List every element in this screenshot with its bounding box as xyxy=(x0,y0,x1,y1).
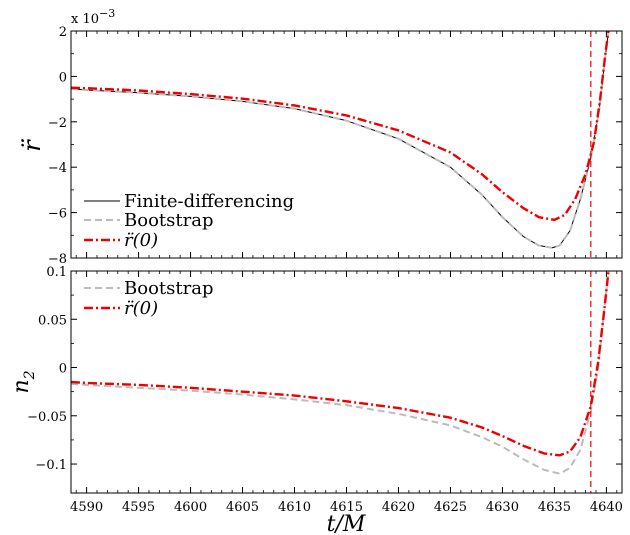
x-tick-label-9: 4635 xyxy=(538,500,571,515)
top-plot-frame xyxy=(70,30,623,259)
top-panel: 2 0 −2 −4 −6 −8 x 10−3 r̈ Finite-differencing… xyxy=(18,7,623,267)
legend-label-r0-bottom: r̈(0) xyxy=(124,298,158,319)
legend-label-bootstrap-bottom: Bootstrap xyxy=(124,278,213,299)
top-y-multiplier-exp: −3 xyxy=(99,7,115,20)
x-tick-label-8: 4630 xyxy=(486,500,519,515)
x-tick-label-1: 4595 xyxy=(122,500,155,515)
legend-label-r0-top: r̈(0) xyxy=(124,230,158,251)
bottom-y-axis-label-base: n xyxy=(9,379,34,393)
legend-label-finite-differencing: Finite-differencing xyxy=(124,191,294,212)
bottom-y-tick-label-0: 0.1 xyxy=(46,265,67,280)
top-y-tick-label-3: −4 xyxy=(48,161,67,176)
top-lines xyxy=(71,31,610,258)
legend-label-bootstrap-top: Bootstrap xyxy=(124,210,213,231)
bottom-series-line-1 xyxy=(71,271,610,457)
bottom-plot-frame xyxy=(70,270,623,494)
x-tick-label-10: 4640 xyxy=(590,500,623,515)
x-tick-label-3: 4605 xyxy=(226,500,259,515)
x-tick-label-4: 4610 xyxy=(278,500,311,515)
bottom-y-tick-label-2: 0 xyxy=(59,362,67,377)
bottom-legend: Bootstrap r̈(0) xyxy=(84,278,213,319)
bottom-panel: 4590 4595 4600 4605 4610 4615 4620 4625 4630 4635… xyxy=(9,265,623,535)
x-tick-label-5: 4615 xyxy=(330,500,363,515)
x-axis-label: t/M xyxy=(327,512,366,535)
top-y-tick-label-5: −8 xyxy=(48,252,67,267)
top-legend: Finite-differencing Bootstrap r̈(0) xyxy=(84,191,294,251)
x-tick-label-0: 4590 xyxy=(70,500,103,515)
bottom-y-axis-label-sub: 2 xyxy=(22,370,38,380)
bottom-y-tick-label-3: −0.05 xyxy=(27,410,67,425)
x-tick-label-7: 4625 xyxy=(434,500,467,515)
x-tick-label-6: 4620 xyxy=(382,500,415,515)
bottom-ticks: 4590 4595 4600 4605 4610 4615 4620 4625 4630 4635… xyxy=(27,265,623,515)
bottom-y-axis-label: n2 xyxy=(9,370,38,393)
top-y-multiplier: x 10−3 xyxy=(71,7,115,27)
top-y-tick-label-2: −2 xyxy=(48,116,67,131)
bottom-y-tick-label-4: −0.1 xyxy=(35,458,67,473)
top-ticks: 2 0 −2 −4 −6 −8 xyxy=(48,25,622,267)
x-tick-label-2: 4600 xyxy=(174,500,207,515)
bottom-y-tick-label-1: 0.05 xyxy=(38,313,67,328)
top-y-axis-label: r̈ xyxy=(18,139,46,152)
bottom-lines xyxy=(71,271,610,493)
top-y-tick-label-0: 2 xyxy=(59,25,67,40)
top-y-tick-label-1: 0 xyxy=(59,70,67,85)
top-y-multiplier-base: x 10 xyxy=(71,12,99,27)
top-y-tick-label-4: −6 xyxy=(48,207,67,222)
top-series-line-2 xyxy=(71,31,610,222)
